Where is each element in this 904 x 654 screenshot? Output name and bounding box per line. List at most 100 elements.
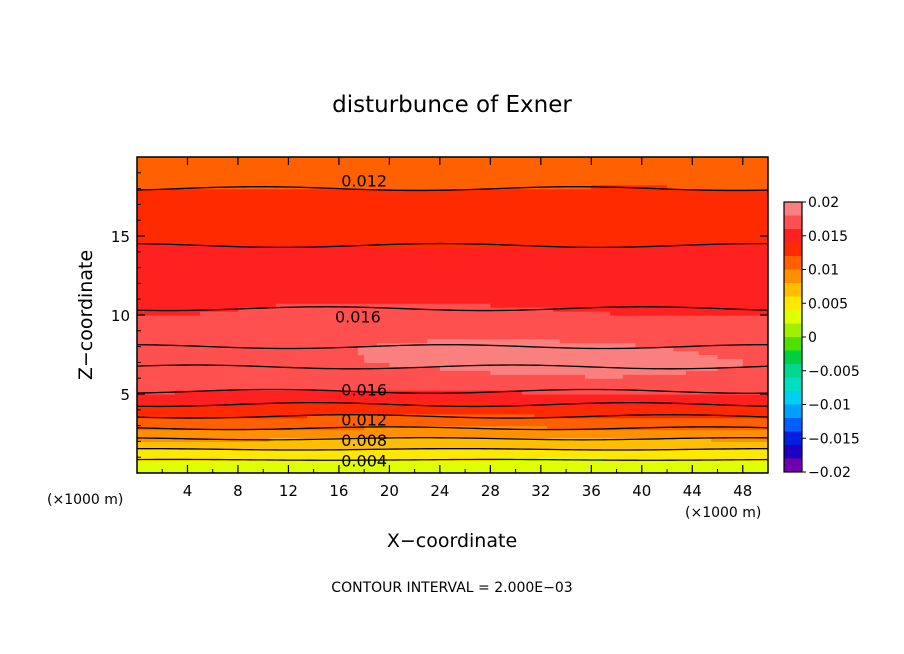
field-cell bbox=[137, 224, 144, 229]
field-cell bbox=[250, 263, 258, 269]
field-cell bbox=[515, 232, 523, 237]
field-cell bbox=[143, 394, 151, 399]
field-cell bbox=[332, 350, 340, 356]
field-cell bbox=[155, 220, 163, 225]
field-cell bbox=[490, 236, 498, 241]
field-cell bbox=[313, 212, 321, 217]
field-cell bbox=[528, 445, 536, 450]
field-cell bbox=[231, 394, 239, 399]
field-cell bbox=[181, 338, 189, 344]
field-cell bbox=[282, 160, 290, 166]
field-cell bbox=[433, 338, 441, 344]
field-cell bbox=[269, 433, 277, 439]
field-cell bbox=[395, 259, 403, 265]
field-cell bbox=[408, 196, 416, 202]
field-cell bbox=[408, 275, 416, 281]
field-cell bbox=[187, 157, 195, 162]
field-cell bbox=[155, 330, 163, 336]
field-cell bbox=[458, 283, 466, 288]
field-cell bbox=[496, 263, 504, 269]
field-cell bbox=[414, 338, 422, 344]
field-cell bbox=[357, 469, 365, 473]
field-cell bbox=[433, 322, 441, 328]
field-cell bbox=[471, 429, 479, 435]
field-cell bbox=[219, 465, 226, 470]
field-cell bbox=[389, 330, 397, 336]
field-cell bbox=[256, 224, 264, 229]
field-cell bbox=[313, 247, 321, 253]
field-cell bbox=[174, 334, 182, 340]
field-cell bbox=[149, 196, 157, 202]
field-cell bbox=[187, 224, 195, 229]
field-cell bbox=[193, 259, 201, 265]
field-cell bbox=[137, 311, 144, 316]
field-cell bbox=[458, 338, 466, 344]
field-cell bbox=[420, 374, 428, 379]
field-cell bbox=[338, 326, 346, 332]
field-cell bbox=[332, 204, 340, 209]
field-cell bbox=[452, 390, 460, 395]
field-cell bbox=[528, 397, 536, 403]
field-cell bbox=[370, 307, 378, 312]
field-cell bbox=[275, 263, 283, 269]
field-cell bbox=[408, 160, 416, 166]
field-cell bbox=[471, 192, 479, 198]
field-cell bbox=[143, 311, 151, 316]
field-cell bbox=[231, 279, 239, 284]
field-cell bbox=[219, 157, 226, 162]
field-cell bbox=[181, 417, 189, 423]
field-cell bbox=[521, 172, 529, 178]
field-cell bbox=[446, 322, 454, 328]
field-cell bbox=[452, 429, 460, 435]
field-cell bbox=[484, 405, 491, 411]
field-cell bbox=[490, 413, 498, 419]
field-cell bbox=[465, 271, 473, 277]
field-cell bbox=[446, 224, 454, 229]
field-cell bbox=[319, 275, 327, 281]
field-cell bbox=[370, 224, 378, 229]
field-cell bbox=[143, 220, 151, 225]
field-cell bbox=[162, 176, 170, 182]
field-cell bbox=[137, 449, 144, 454]
field-cell bbox=[137, 330, 144, 336]
field-cell bbox=[332, 326, 340, 332]
field-cell bbox=[275, 374, 283, 379]
field-cell bbox=[490, 338, 498, 344]
field-cell bbox=[490, 405, 498, 411]
field-cell bbox=[225, 259, 233, 265]
field-cell bbox=[200, 275, 208, 281]
field-cell bbox=[338, 346, 346, 352]
field-cell bbox=[471, 469, 479, 473]
field-cell bbox=[408, 318, 416, 324]
field-cell bbox=[420, 350, 428, 356]
field-cell bbox=[193, 453, 201, 458]
field-cell bbox=[250, 394, 258, 399]
field-cell bbox=[338, 291, 346, 296]
field-cell bbox=[383, 212, 390, 217]
field-cell bbox=[370, 180, 378, 186]
field-cell bbox=[446, 326, 454, 332]
field-cell bbox=[521, 382, 529, 387]
field-cell bbox=[212, 263, 220, 269]
field-cell bbox=[502, 220, 510, 225]
field-cell bbox=[137, 409, 144, 415]
field-cell bbox=[162, 453, 170, 458]
field-cell bbox=[155, 287, 163, 292]
field-cell bbox=[187, 188, 195, 194]
field-cell bbox=[496, 168, 504, 174]
field-cell bbox=[282, 243, 290, 249]
field-cell bbox=[187, 378, 195, 383]
field-cell bbox=[225, 386, 233, 391]
field-cell bbox=[326, 374, 334, 379]
field-cell bbox=[420, 200, 428, 205]
field-cell bbox=[420, 275, 428, 281]
field-cell bbox=[364, 267, 372, 273]
field-cell bbox=[477, 204, 485, 209]
field-cell bbox=[256, 168, 264, 174]
field-cell bbox=[162, 354, 170, 360]
field-cell bbox=[471, 228, 479, 233]
field-cell bbox=[244, 259, 252, 265]
field-cell bbox=[162, 401, 170, 407]
field-cell bbox=[402, 303, 409, 308]
field-cell bbox=[383, 299, 390, 304]
